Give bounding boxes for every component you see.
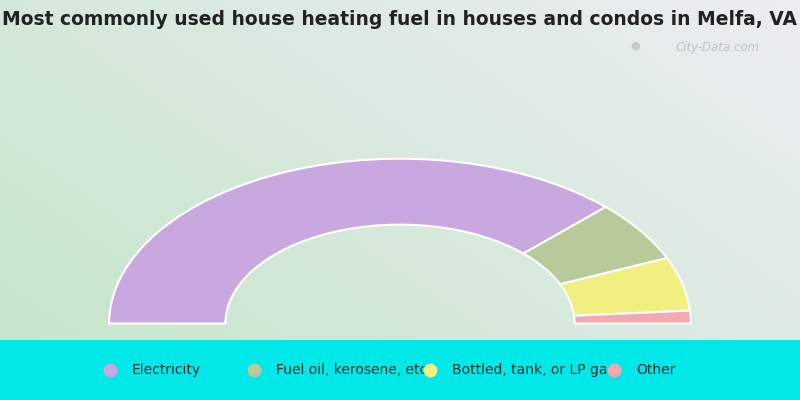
Text: City-Data.com: City-Data.com	[676, 41, 760, 54]
Text: Bottled, tank, or LP gas: Bottled, tank, or LP gas	[452, 363, 614, 377]
Text: Other: Other	[636, 363, 675, 377]
Wedge shape	[523, 207, 667, 284]
Text: Electricity: Electricity	[132, 363, 201, 377]
Wedge shape	[560, 258, 690, 316]
Wedge shape	[109, 159, 606, 324]
Text: Fuel oil, kerosene, etc.: Fuel oil, kerosene, etc.	[276, 363, 431, 377]
Wedge shape	[574, 310, 691, 324]
Text: Most commonly used house heating fuel in houses and condos in Melfa, VA: Most commonly used house heating fuel in…	[2, 10, 798, 29]
Text: ●: ●	[630, 41, 640, 51]
